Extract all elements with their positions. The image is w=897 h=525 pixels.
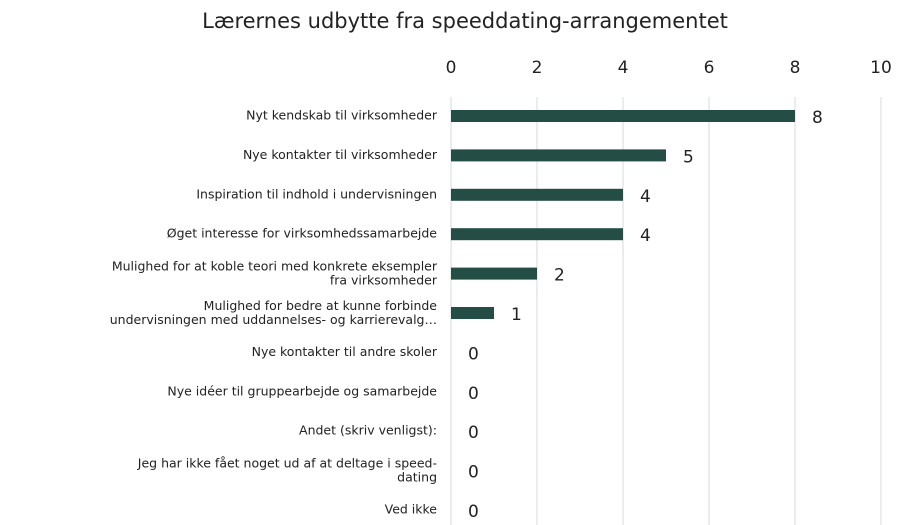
category-label: Nye kontakter til andre skoler <box>252 344 438 359</box>
category-label: Ved ikke <box>385 502 438 517</box>
value-label: 4 <box>640 187 651 207</box>
value-label: 0 <box>468 502 479 522</box>
category-label: Andet (skriv venligst): <box>299 423 437 438</box>
value-label: 1 <box>511 305 522 325</box>
category-label: Nye kontakter til virksomheder <box>243 147 438 162</box>
category-label: Jeg har ikke fået noget ud af at deltage… <box>137 455 437 484</box>
bar <box>451 228 623 241</box>
value-label: 4 <box>640 226 651 246</box>
x-tick-label: 10 <box>870 58 892 78</box>
bar <box>451 110 795 122</box>
value-label: 5 <box>683 147 694 167</box>
x-tick-label: 8 <box>790 58 801 78</box>
category-label: Nyt kendskab til virksomheder <box>246 108 438 123</box>
value-label: 0 <box>468 344 479 364</box>
category-label: Mulighed for at koble teori med konkrete… <box>112 258 438 287</box>
value-label: 0 <box>468 384 479 404</box>
x-tick-label: 6 <box>704 58 715 78</box>
bar <box>451 307 494 319</box>
x-tick-label: 2 <box>532 58 543 78</box>
bar <box>451 188 623 201</box>
x-tick-label: 0 <box>446 58 457 78</box>
chart-title: Lærernes udbytte fra speeddating-arrange… <box>202 9 728 33</box>
value-label: 0 <box>468 463 479 483</box>
value-label: 0 <box>468 423 479 443</box>
category-label: Øget interesse for virksomhedssamarbejde <box>167 226 438 241</box>
category-label: Inspiration til indhold i undervisningen <box>196 186 437 201</box>
value-label: 2 <box>554 266 565 286</box>
x-tick-label: 4 <box>618 58 629 78</box>
bar <box>451 267 537 280</box>
category-label: Nye idéer til gruppearbejde og samarbejd… <box>167 383 437 398</box>
value-label: 8 <box>812 108 823 128</box>
category-label: Mulighed for bedre at kunne forbinde unde… <box>110 298 438 327</box>
bar <box>451 149 666 162</box>
